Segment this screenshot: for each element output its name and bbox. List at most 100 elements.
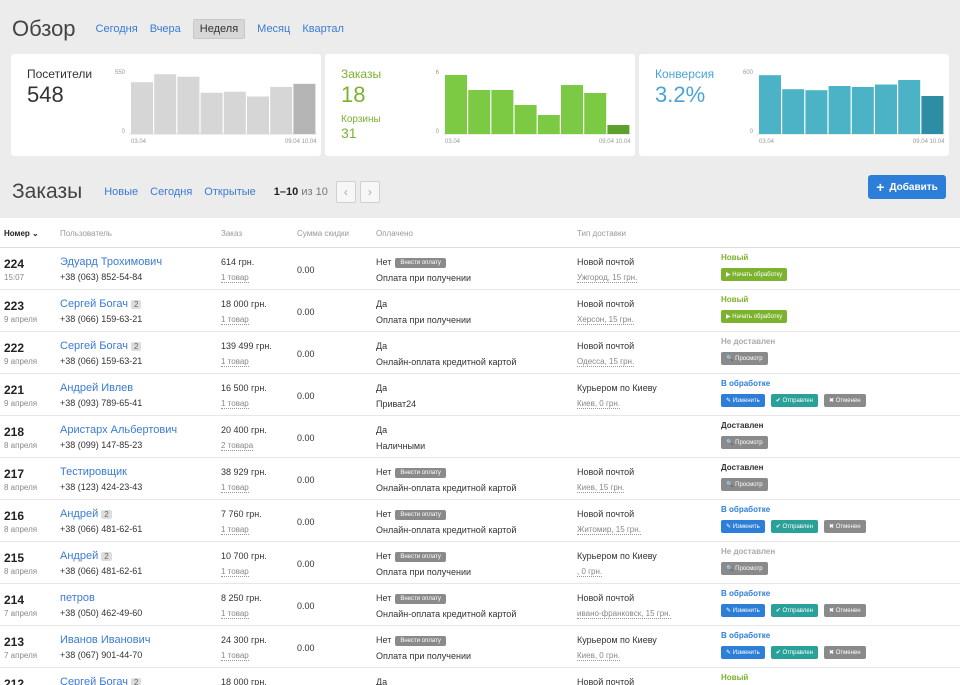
status-action-button[interactable]: 🔍 Просмотр (721, 562, 768, 575)
order-items-link[interactable]: 1 товар (221, 399, 249, 409)
order-number[interactable]: 223 (4, 299, 25, 313)
table-row[interactable]: 212 Сергей Богач 2 18 000 грн. Да Новой почто… (0, 668, 960, 685)
period-month[interactable]: Месяц (257, 23, 291, 35)
user-name-link[interactable]: Андрей Ивлев (60, 382, 133, 394)
order-number[interactable]: 218 (4, 425, 25, 439)
user-name[interactable]: Андрей (60, 550, 99, 562)
user-name[interactable]: Андрей (60, 508, 99, 520)
user-name-link[interactable]: петров (60, 592, 95, 604)
order-items-link[interactable]: 1 товар (221, 609, 249, 619)
period-yesterday[interactable]: Вчера (149, 23, 181, 35)
order-items-link[interactable]: 1 товар (221, 567, 249, 577)
col-paid[interactable]: Оплачено (376, 229, 413, 238)
user-name[interactable]: Сергей Богач (60, 340, 128, 352)
order-items-link[interactable]: 1 товар (221, 525, 249, 535)
order-number[interactable]: 221 (4, 383, 25, 397)
user-name[interactable]: Эдуард Трохимович (60, 256, 163, 268)
filter-new[interactable]: Новые (104, 186, 139, 198)
user-name-link[interactable]: Тестировщик (60, 466, 127, 478)
next-page-button[interactable]: › (359, 181, 380, 203)
user-name-link[interactable]: Сергей Богач 2 (60, 340, 142, 352)
order-number[interactable]: 213 (4, 635, 25, 649)
period-week[interactable]: Неделя (192, 19, 246, 39)
y-max-label: 6 (436, 70, 440, 76)
status-action-button[interactable]: ✎ Изменить (721, 646, 765, 659)
status-action-button[interactable]: 🔍 Просмотр (721, 478, 768, 491)
status-action-button[interactable]: 🔍 Просмотр (721, 436, 768, 449)
user-name-link[interactable]: Сергей Богач 2 (60, 676, 142, 685)
status-action-button[interactable]: ✖ Отменен (824, 604, 866, 617)
user-name-link[interactable]: Эдуард Трохимович (60, 256, 162, 268)
order-items-link[interactable]: 1 товар (221, 483, 249, 493)
status-action-button[interactable]: ✔ Отправлен (770, 646, 818, 659)
make-payment-button[interactable]: Внести оплату (395, 510, 446, 520)
order-number[interactable]: 224 (4, 257, 25, 271)
table-row[interactable]: 216 8 апреля Андрей 2 +38 (066) 481-62-61 7 7… (0, 500, 960, 542)
prev-page-button[interactable]: ‹ (335, 181, 356, 203)
make-payment-button[interactable]: Внести оплату (395, 552, 446, 562)
filter-open[interactable]: Открытые (204, 186, 256, 198)
status-action-button[interactable]: ✎ Изменить (721, 520, 765, 533)
table-row[interactable]: 224 15:07 Эдуард Трохимович +38 (063) 852-5… (0, 248, 960, 290)
user-name-link[interactable]: Андрей 2 (60, 550, 112, 562)
status-action-button[interactable]: ✖ Отменен (824, 394, 866, 407)
order-number[interactable]: 217 (4, 467, 25, 481)
order-number[interactable]: 222 (4, 341, 25, 355)
status-action-button[interactable]: ✎ Изменить (721, 604, 765, 617)
col-delivery[interactable]: Тип доставки (577, 229, 626, 238)
status-action-button[interactable]: ▶ Начать обработку (721, 268, 788, 281)
make-payment-button[interactable]: Внести оплату (395, 594, 446, 604)
user-name[interactable]: Андрей Ивлев (60, 382, 134, 394)
user-name[interactable]: Сергей Богач (60, 298, 128, 310)
user-name[interactable]: петров (60, 592, 95, 604)
status-action-button[interactable]: ✔ Отправлен (770, 604, 818, 617)
status-action-button[interactable]: ✎ Изменить (721, 394, 765, 407)
order-items-link[interactable]: 2 товара (221, 441, 254, 451)
col-user[interactable]: Пользователь (60, 229, 112, 238)
order-number[interactable]: 214 (4, 593, 25, 607)
status-actions: 🔍 Просмотр (721, 436, 774, 449)
table-row[interactable]: 213 7 апреля Иванов Иванович +38 (067) 901-… (0, 626, 960, 668)
table-row[interactable]: 222 9 апреля Сергей Богач 2 +38 (066) 159-63… (0, 332, 960, 374)
user-name[interactable]: Тестировщик (60, 466, 127, 478)
order-number[interactable]: 215 (4, 551, 25, 565)
carts-value: 31 (341, 125, 357, 141)
table-row[interactable]: 217 8 апреля Тестировщик +38 (123) 424-23-4… (0, 458, 960, 500)
order-items-link[interactable]: 1 товар (221, 315, 249, 325)
user-name-link[interactable]: Сергей Богач 2 (60, 298, 142, 310)
status-action-button[interactable]: ✖ Отменен (824, 646, 866, 659)
order-number[interactable]: 212 (4, 677, 25, 685)
col-discount[interactable]: Сумма скидки (297, 229, 349, 238)
discount-sum: 0.00 (297, 433, 315, 443)
table-row[interactable]: 215 8 апреля Андрей 2 +38 (066) 481-62-61 10 … (0, 542, 960, 584)
table-row[interactable]: 218 8 апреля Аристарх Альбертович +38 (099)… (0, 416, 960, 458)
period-quarter[interactable]: Квартал (302, 23, 344, 35)
user-name[interactable]: Иванов Иванович (60, 634, 151, 646)
status-action-button[interactable]: 🔍 Просмотр (721, 352, 768, 365)
order-items-link[interactable]: 1 товар (221, 357, 249, 367)
table-row[interactable]: 214 7 апреля петров +38 (050) 462-49-60 8 25… (0, 584, 960, 626)
user-name-link[interactable]: Иванов Иванович (60, 634, 151, 646)
period-today[interactable]: Сегодня (95, 23, 138, 35)
make-payment-button[interactable]: Внести оплату (395, 468, 446, 478)
filter-today[interactable]: Сегодня (150, 186, 193, 198)
col-order[interactable]: Заказ (221, 229, 242, 238)
table-row[interactable]: 223 9 апреля Сергей Богач 2 +38 (066) 159-63… (0, 290, 960, 332)
order-items-link[interactable]: 1 товар (221, 651, 249, 661)
user-name[interactable]: Сергей Богач (60, 676, 128, 685)
user-name-link[interactable]: Аристарх Альбертович (60, 424, 177, 436)
paid-status: Да (376, 299, 387, 309)
col-number[interactable]: Номер ⌄ (4, 229, 39, 238)
status-action-button[interactable]: ▶ Начать обработку (721, 310, 788, 323)
status-action-button[interactable]: ✔ Отправлен (770, 520, 818, 533)
status-action-button[interactable]: ✖ Отменен (824, 520, 866, 533)
make-payment-button[interactable]: Внести оплату (395, 636, 446, 646)
add-order-button[interactable]: + Добавить (868, 175, 946, 199)
order-items-link[interactable]: 1 товар (221, 273, 249, 283)
order-number[interactable]: 216 (4, 509, 25, 523)
user-name[interactable]: Аристарх Альбертович (60, 424, 178, 436)
user-name-link[interactable]: Андрей 2 (60, 508, 112, 520)
make-payment-button[interactable]: Внести оплату (395, 258, 446, 268)
status-action-button[interactable]: ✔ Отправлен (770, 394, 818, 407)
table-row[interactable]: 221 9 апреля Андрей Ивлев +38 (093) 789-65-… (0, 374, 960, 416)
